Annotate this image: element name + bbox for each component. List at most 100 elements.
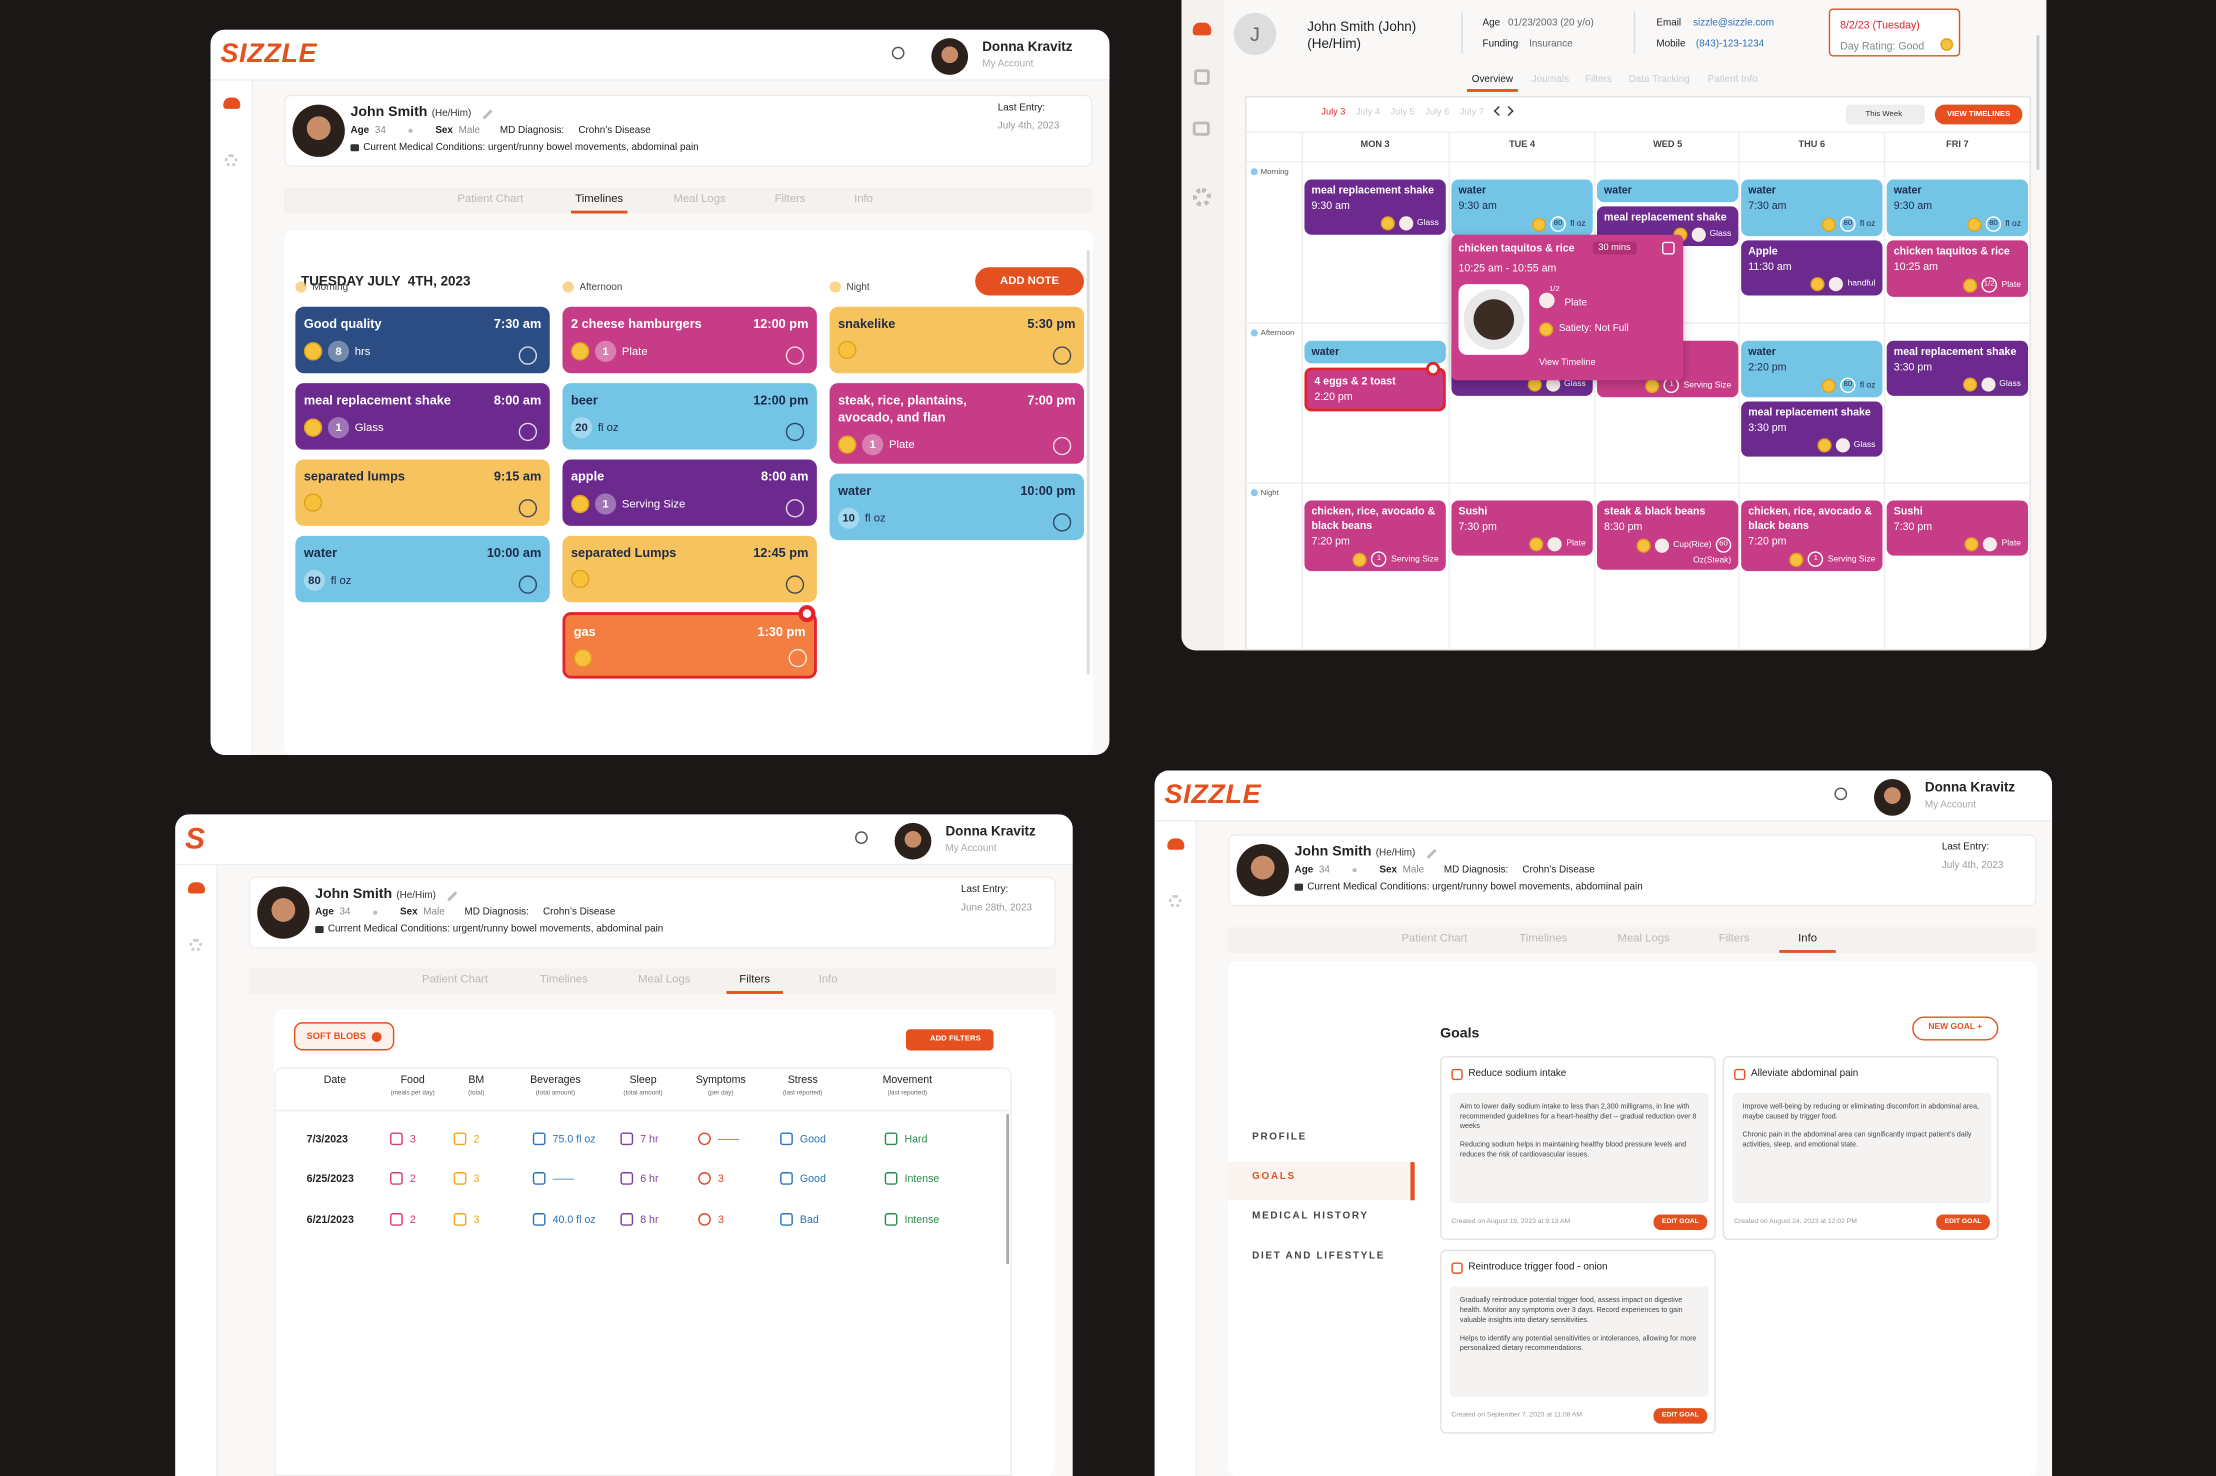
entry-card[interactable]: water 9:30 am 80 fl oz (1451, 179, 1593, 237)
entry-card[interactable]: water 10:00 am 80 fl oz (295, 535, 550, 603)
patients-icon[interactable] (1167, 838, 1185, 850)
menu-bar (1410, 1162, 1415, 1201)
menu-item[interactable]: PROFILE (1252, 1132, 1307, 1143)
remove-filter[interactable] (371, 1031, 382, 1042)
account-name[interactable]: Donna Kravitz (945, 824, 1036, 840)
search-icon[interactable] (855, 831, 868, 845)
tab[interactable]: Timelines (1519, 931, 1568, 945)
entry-card[interactable]: separated Lumps 12:45 pm (562, 535, 817, 603)
view-timeline-link[interactable]: View Timeline (1539, 357, 1596, 368)
tab[interactable]: Filters (739, 972, 771, 986)
cell-icon (390, 1172, 403, 1185)
range-select[interactable]: This Week (1845, 104, 1925, 125)
entry-card[interactable]: steak, rice, plantains, avocado, and fla… (829, 383, 1084, 464)
mobile[interactable]: (843)-123-1234 (1695, 39, 1765, 50)
entry-card[interactable]: Apple 11:30 am handful (1741, 240, 1883, 296)
tab[interactable]: Overview (1471, 74, 1514, 85)
tab[interactable]: Filters (1718, 931, 1750, 945)
entry-card[interactable]: water 7:30 am 80 fl oz (1741, 179, 1883, 237)
new-goal-button[interactable]: NEW GOAL + (1912, 1016, 1999, 1041)
next-arrow[interactable] (1503, 105, 1514, 116)
goal-paragraph: Gradually reintroduce potential trigger … (1459, 1296, 1683, 1325)
menu-item[interactable]: DIET AND LIFESTYLE (1252, 1251, 1386, 1262)
messages-icon[interactable] (1192, 121, 1210, 136)
tab[interactable]: Patient Chart (1401, 931, 1468, 945)
entry-card[interactable]: meal replacement shake 3:30 pm Glass (1886, 340, 2029, 396)
add-note-button[interactable]: ADD NOTE (975, 267, 1084, 296)
email[interactable]: sizzle@sizzle.com (1693, 18, 1775, 29)
tab[interactable]: Info (1798, 931, 1818, 945)
settings-icon[interactable] (189, 938, 203, 952)
date-link[interactable]: July 4 (1356, 107, 1381, 118)
tab[interactable]: Timelines (575, 192, 624, 205)
entry-card[interactable]: water 9:30 am 80 fl oz (1886, 179, 2029, 237)
tab[interactable]: Meal Logs (638, 972, 691, 986)
entry-card[interactable]: separated lumps 9:15 am (295, 459, 550, 526)
patients-icon[interactable] (223, 97, 241, 109)
entry-card[interactable]: water (1304, 340, 1446, 364)
edit-goal-button[interactable]: EDIT GOAL (1653, 1408, 1708, 1424)
search-icon[interactable] (891, 46, 905, 60)
entry-card[interactable]: meal replacement shake 9:30 am Glass (1304, 179, 1446, 235)
day-cell: water 4 eggs & 2 toast 2:20 pm (1304, 340, 1446, 412)
entry-card[interactable]: water 10:00 pm 10 fl oz (829, 473, 1084, 541)
add-filters-button[interactable]: ADD FILTERS (905, 1029, 994, 1051)
account-name[interactable]: Donna Kravitz (1924, 780, 2016, 796)
entry-card[interactable]: 4 eggs & 2 toast 2:20 pm (1304, 361, 1446, 412)
entry-time: 10:00 pm (1020, 483, 1076, 498)
tab[interactable]: Patient Chart (422, 972, 489, 986)
entry-card[interactable]: apple 8:00 am 1 Serving Size (562, 459, 817, 526)
tab[interactable]: Info (818, 972, 838, 986)
entry-card[interactable]: steak & black beans 8:30 pm Cup(Rice) 60 Oz(… (1596, 500, 1739, 570)
entry-card[interactable]: beer 12:00 pm 20 fl oz (562, 383, 817, 450)
entry-card[interactable]: chicken taquitos & rice 10:25 am 1/2 Plate (1886, 240, 2029, 297)
entry-card[interactable]: Sushi 7:30 pm Plate (1886, 500, 2029, 556)
menu-item[interactable]: GOALS (1252, 1172, 1296, 1182)
edit-goal-button[interactable]: EDIT GOAL (1936, 1214, 1990, 1230)
date-link[interactable]: July 3 (1321, 107, 1346, 118)
patients-icon[interactable] (1192, 22, 1212, 36)
edit-icon[interactable] (483, 109, 494, 120)
prev-arrow[interactable] (1493, 105, 1504, 116)
tab[interactable]: Filters (774, 192, 806, 205)
entry-title: beer (570, 393, 598, 408)
entry-card[interactable]: water 2:20 pm 80 fl oz (1741, 340, 1883, 398)
menu-item[interactable]: MEDICAL HISTORY (1252, 1211, 1369, 1222)
entry-card[interactable]: snakelike 5:30 pm (829, 306, 1084, 374)
entry-card[interactable]: 2 cheese hamburgers 12:00 pm 1 Plate (562, 306, 817, 374)
filter-chip[interactable]: SOFT BLOBS (293, 1022, 395, 1051)
goal-title: Reduce sodium intake (1468, 1068, 1567, 1079)
tab[interactable]: Timelines (539, 972, 588, 986)
popup-close[interactable] (1662, 241, 1675, 255)
entry-card[interactable]: Good quality 7:30 am 8 hrs (295, 306, 550, 374)
edit-goal-button[interactable]: EDIT GOAL (1653, 1214, 1708, 1230)
view-timelines-button[interactable]: VIEW TIMELINES (1934, 104, 2023, 125)
tab[interactable]: Patient Info (1707, 74, 1758, 85)
date-link[interactable]: July 7 (1459, 107, 1484, 118)
tab[interactable]: Data Tracking (1628, 74, 1690, 85)
date-link[interactable]: July 5 (1390, 107, 1415, 118)
patients-icon[interactable] (187, 882, 205, 894)
calendar-icon[interactable] (1194, 69, 1210, 85)
entry-card[interactable]: water (1596, 179, 1739, 203)
edit-icon[interactable] (1427, 848, 1438, 859)
date-link[interactable]: July 6 (1425, 107, 1450, 118)
tab[interactable]: Patient Chart (457, 192, 524, 205)
tab[interactable]: Filters (1584, 74, 1612, 85)
entry-card[interactable]: gas 1:30 pm (562, 605, 817, 679)
tab[interactable]: Info (854, 192, 873, 205)
edit-icon[interactable] (447, 891, 458, 902)
entry-card[interactable]: Sushi 7:30 pm Plate (1451, 500, 1593, 556)
settings-icon[interactable] (1168, 894, 1182, 908)
entry-card[interactable]: chicken, rice, avocado & black beans 7:20… (1304, 500, 1446, 572)
settings-icon[interactable] (224, 154, 238, 167)
tab[interactable]: Meal Logs (673, 192, 726, 205)
account-name[interactable]: Donna Kravitz (982, 39, 1073, 56)
entry-card[interactable]: chicken, rice, avocado & black beans 7:20… (1741, 500, 1883, 572)
tab[interactable]: Meal Logs (1617, 931, 1670, 945)
search-icon[interactable] (1834, 787, 1848, 801)
tab[interactable]: Journals (1531, 74, 1570, 85)
settings-icon[interactable] (1192, 188, 1212, 207)
entry-card[interactable]: meal replacement shake 8:00 am 1 Glass (295, 383, 550, 450)
entry-card[interactable]: meal replacement shake 3:30 pm Glass (1741, 401, 1883, 457)
